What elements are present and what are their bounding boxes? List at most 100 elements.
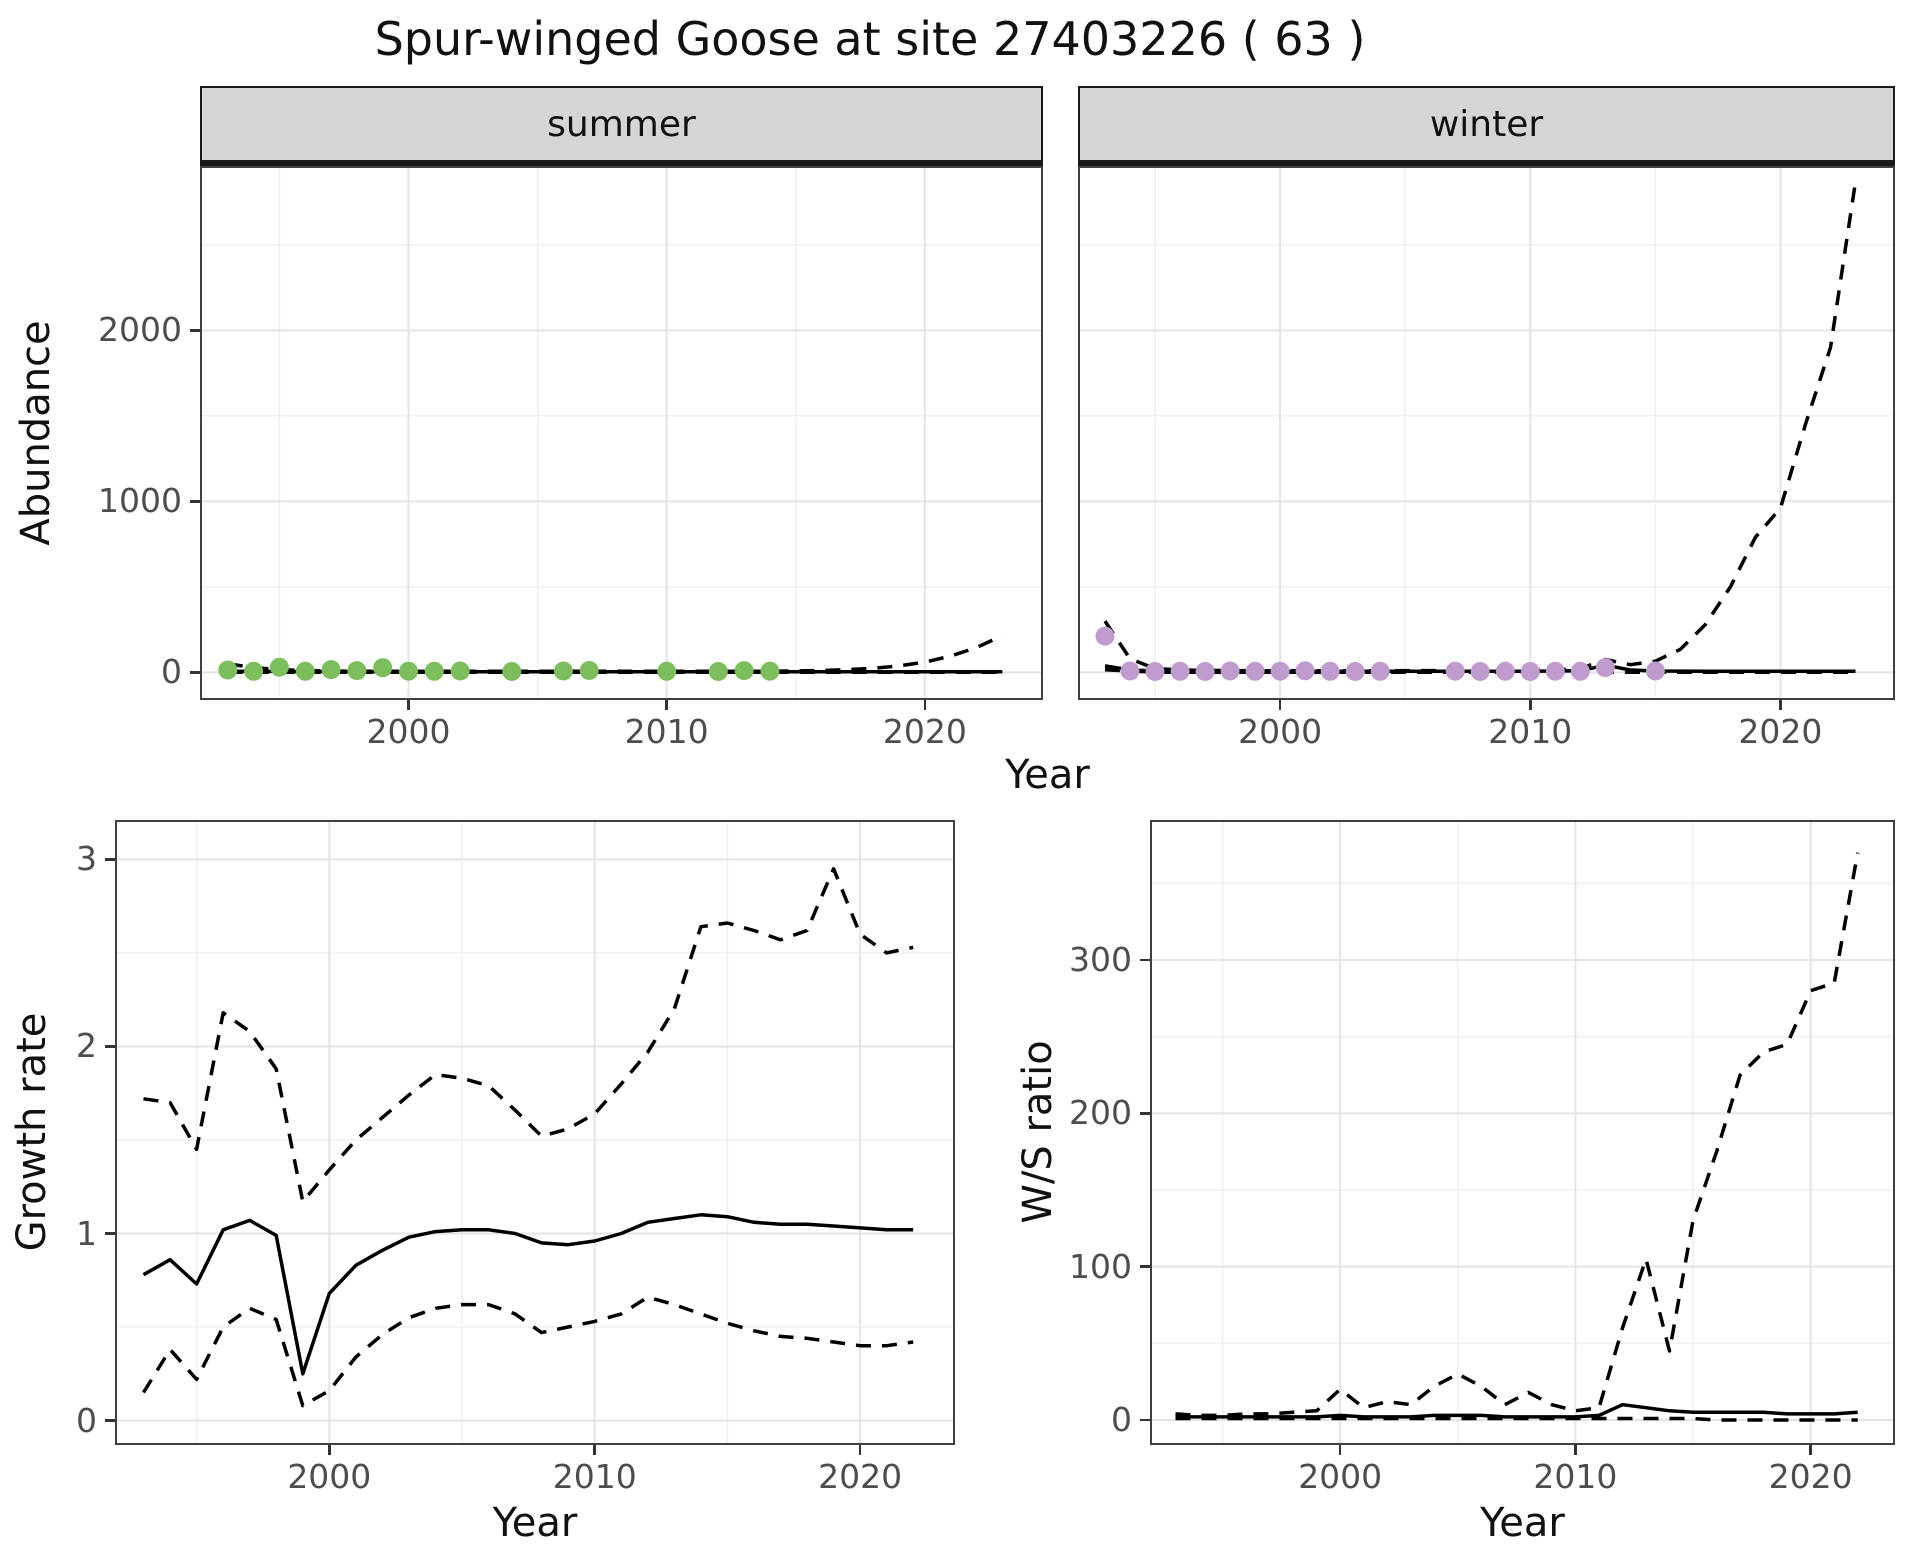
abundance-winter-data-point <box>1095 626 1115 646</box>
abundance-summer-data-point <box>708 662 728 681</box>
facet-strip-winter: winter <box>1078 86 1895 166</box>
y-tick-label: 0 <box>1111 1400 1132 1439</box>
x-tick-mark <box>1809 1445 1812 1455</box>
x-tick-label: 2010 <box>552 1457 637 1496</box>
x-tick-label: 2020 <box>1738 712 1823 751</box>
growth-rate-x-axis-title: Year <box>492 1500 578 1546</box>
ws-ratio-lower-ci-line <box>1175 1416 1858 1422</box>
x-tick-mark <box>858 1445 862 1455</box>
y-tick-mark <box>105 1232 115 1235</box>
x-tick-mark <box>328 1445 331 1455</box>
ws-ratio-panel <box>1150 820 1895 1445</box>
x-tick-label: 2010 <box>624 712 709 751</box>
y-tick-mark <box>190 671 200 674</box>
x-tick-mark <box>407 700 410 710</box>
x-tick-label: 2010 <box>1533 1457 1618 1496</box>
facet-strip-summer-label: summer <box>547 103 696 145</box>
abundance-winter-data-point <box>1470 662 1490 681</box>
y-tick-mark <box>1140 1265 1150 1268</box>
abundance-summer-data-point <box>424 661 444 681</box>
abundance-summer-data-point <box>579 661 599 680</box>
x-tick-mark <box>923 700 927 710</box>
ws-ratio-svg <box>1152 822 1893 1443</box>
x-tick-label: 2020 <box>818 1457 903 1496</box>
abundance-y-axis-title: Abundance <box>13 320 59 546</box>
abundance-winter-data-point <box>1270 661 1290 681</box>
x-tick-mark <box>1779 700 1782 710</box>
abundance-winter-data-point <box>1545 661 1565 681</box>
y-tick-label: 1 <box>76 1213 97 1253</box>
abundance-winter-data-point <box>1145 662 1165 681</box>
y-tick-label: 2000 <box>98 310 182 350</box>
abundance-summer-svg <box>202 168 1041 698</box>
abundance-summer-data-point <box>321 660 341 680</box>
y-tick-label: 300 <box>1069 940 1132 979</box>
x-tick-label: 2000 <box>287 1457 372 1496</box>
abundance-winter-upper-ci-line <box>1103 181 1858 673</box>
x-tick-mark <box>593 1445 596 1455</box>
abundance-winter-data-point <box>1370 661 1390 681</box>
x-tick-label: 2020 <box>1768 1457 1853 1496</box>
abundance-summer-data-point <box>373 658 393 678</box>
abundance-summer-data-point <box>734 661 754 681</box>
y-tick-mark <box>190 500 200 503</box>
ws-ratio-y-axis-title: W/S ratio <box>1015 1040 1061 1224</box>
y-tick-label: 0 <box>161 652 182 692</box>
ws-ratio-median-line <box>1175 1402 1858 1419</box>
y-tick-label: 200 <box>1069 1093 1132 1133</box>
abundance-summer-upper-ci-line <box>227 634 1004 674</box>
abundance-summer-data-point <box>269 657 289 677</box>
abundance-winter-data-point <box>1495 661 1515 681</box>
facet-strip-summer: summer <box>200 86 1043 166</box>
abundance-winter-lower-ci-line <box>1104 668 1856 675</box>
y-tick-mark <box>1140 1112 1150 1115</box>
growth-rate-median-line <box>142 1213 914 1376</box>
y-tick-label: 100 <box>1069 1246 1132 1286</box>
abundance-winter-data-point <box>1320 661 1340 681</box>
y-tick-label: 1000 <box>98 481 182 521</box>
x-tick-mark <box>665 700 668 710</box>
abundance-x-axis-title: Year <box>1005 752 1090 798</box>
abundance-summer-data-point <box>218 660 238 680</box>
abundance-winter-data-point <box>1195 662 1215 681</box>
ws-ratio-x-axis-title: Year <box>1480 1500 1565 1546</box>
y-tick-mark <box>105 858 115 861</box>
x-tick-mark <box>1338 1445 1342 1455</box>
abundance-winter-data-point <box>1645 661 1665 681</box>
x-tick-mark <box>1574 1445 1577 1455</box>
x-tick-mark <box>1529 700 1532 710</box>
abundance-winter-data-point <box>1570 661 1590 681</box>
abundance-winter-panel <box>1078 166 1895 700</box>
abundance-summer-data-point <box>760 661 780 681</box>
abundance-summer-data-point <box>399 661 418 681</box>
x-tick-label: 2000 <box>366 712 451 751</box>
growth-rate-lower-ci-line <box>142 1295 914 1408</box>
abundance-summer-data-point <box>450 661 470 681</box>
abundance-winter-data-point <box>1220 661 1240 681</box>
abundance-winter-svg <box>1080 168 1893 698</box>
abundance-winter-data-point <box>1170 661 1190 681</box>
abundance-winter-data-point <box>1295 661 1315 681</box>
y-tick-label: 0 <box>76 1400 97 1440</box>
x-tick-label: 2000 <box>1238 712 1323 751</box>
y-tick-label: 2 <box>76 1026 97 1066</box>
y-tick-mark <box>190 329 200 332</box>
growth-rate-svg <box>117 822 953 1443</box>
ws-ratio-upper-ci-line <box>1175 852 1860 1418</box>
abundance-winter-data-point <box>1520 662 1540 681</box>
y-tick-label: 3 <box>76 839 97 879</box>
abundance-summer-data-point <box>657 661 677 681</box>
growth-rate-panel <box>115 820 955 1445</box>
abundance-summer-data-point <box>347 661 367 681</box>
figure-title: Spur-winged Goose at site 27403226 ( 63 … <box>374 12 1366 66</box>
abundance-summer-data-point <box>553 661 573 681</box>
x-tick-label: 2000 <box>1298 1457 1383 1496</box>
abundance-summer-data-point <box>244 661 264 681</box>
y-tick-mark <box>105 1045 115 1048</box>
abundance-winter-data-point <box>1345 662 1365 681</box>
abundance-winter-data-point <box>1445 661 1465 681</box>
x-tick-label: 2020 <box>882 712 967 751</box>
abundance-winter-data-point <box>1120 661 1140 681</box>
y-tick-mark <box>1140 1418 1150 1422</box>
abundance-summer-panel <box>200 166 1043 700</box>
